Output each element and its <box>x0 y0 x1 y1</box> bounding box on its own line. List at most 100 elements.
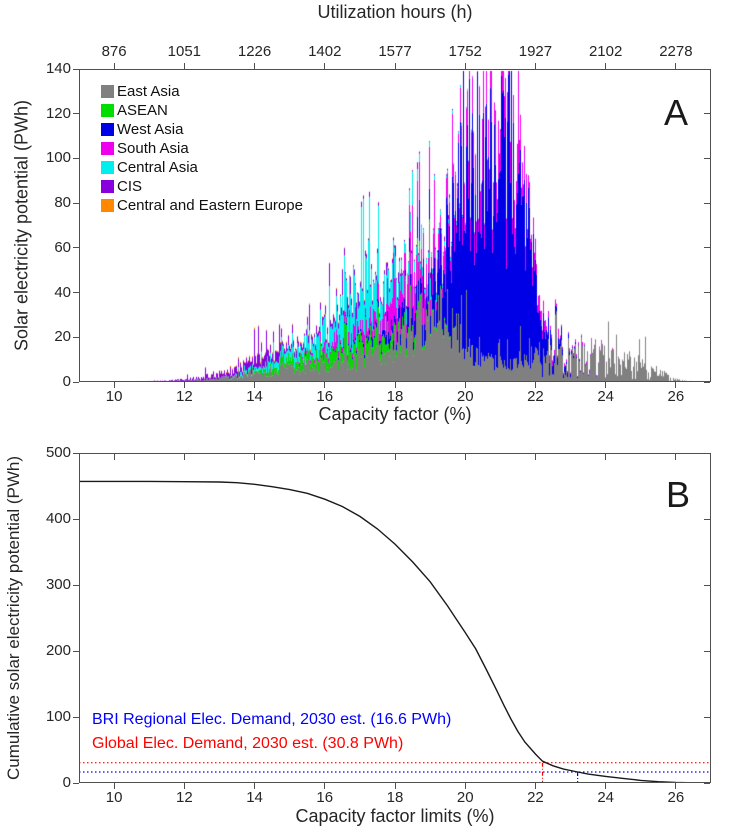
panel-b-curve-area <box>79 453 711 783</box>
legend-swatch-icon <box>101 122 114 136</box>
panel-a-top-tick <box>113 63 115 69</box>
legend-item: West Asia <box>101 120 303 138</box>
panel-b-x-tick-label: 12 <box>175 789 193 806</box>
panel-b-y-tick <box>73 584 79 586</box>
panel-a-top-tick-label: 1752 <box>448 43 482 60</box>
panel-a-y-tick-right <box>704 381 710 383</box>
panel-a-stacked-histogram <box>79 69 711 382</box>
panel-a-top-tick <box>254 63 256 69</box>
panel-b-top-tick <box>324 454 326 460</box>
panel-a-x-tick <box>534 382 536 388</box>
panel-b-x-tick <box>324 783 326 789</box>
panel-a-y-tick-label: 120 <box>45 104 71 122</box>
legend-swatch-icon <box>101 198 114 212</box>
cumulative-potential-curve <box>79 480 711 783</box>
panel-b-x-tick <box>464 783 466 789</box>
panel-a-x-tick-label: 18 <box>386 388 404 405</box>
panel-a-x-tick <box>254 382 256 388</box>
panel-a-top-tick <box>324 63 326 69</box>
legend-swatch-icon <box>101 141 114 155</box>
panel-b-top-tick <box>675 454 677 460</box>
panel-a-top-tick <box>183 63 185 69</box>
panel-b-x-tick-label: 14 <box>246 789 263 806</box>
legend-item-label: East Asia <box>117 82 180 100</box>
legend-item-label: West Asia <box>117 120 184 138</box>
legend-item: Central Asia <box>101 158 303 176</box>
panel-a-x-tick <box>675 382 677 388</box>
panel-a-x-tick-label: 22 <box>527 388 544 405</box>
panel-b-x-tick <box>394 783 396 789</box>
panel-b-x-tick <box>254 783 256 789</box>
panel-a-x-tick-label: 10 <box>105 388 123 405</box>
panel-b-top-tick <box>464 454 466 460</box>
panel-a-top-tick <box>605 63 607 69</box>
panel-a-y-tick <box>73 381 79 383</box>
panel-b-x-tick-label: 20 <box>456 789 474 806</box>
panel-a-y-tick <box>73 292 79 294</box>
panel-b-x-axis-title: Capacity factor limits (%) <box>295 806 495 826</box>
panel-b-y-tick-right <box>704 650 710 652</box>
panel-a-top-tick <box>675 63 677 69</box>
panel-a-x-tick-label: 26 <box>667 388 685 405</box>
legend-swatch-icon <box>101 179 114 193</box>
legend-item-label: ASEAN <box>117 101 168 119</box>
panel-a-top-tick-label: 876 <box>101 43 127 60</box>
panel-a-y-tick-label: 0 <box>62 373 71 390</box>
panel-a-x-tick <box>183 382 185 388</box>
panel-a-legend: East Asia ASEAN West Asia South Asia Central… <box>101 82 303 215</box>
panel-a-y-tick-right <box>704 247 710 249</box>
panel-a-y-tick-right <box>704 157 710 159</box>
panel-b-y-tick-label: 200 <box>45 642 71 659</box>
bri-demand-annotation: BRI Regional Elec. Demand, 2030 est. (16… <box>92 711 452 728</box>
panel-a-top-tick-label: 1577 <box>378 43 412 60</box>
panel-a-y-tick-label: 20 <box>54 328 71 346</box>
panel-b-x-tick <box>113 783 115 789</box>
panel-b-top-tick <box>605 454 607 460</box>
panel-a-x-tick <box>394 382 396 388</box>
panel-b-x-tick <box>605 783 607 789</box>
panel-a-x-tick-label: 12 <box>175 388 193 405</box>
panel-a-y-tick <box>73 202 79 204</box>
panel-a-y-tick-label: 40 <box>54 283 71 301</box>
panel-a-y-tick-right <box>704 68 710 70</box>
legend-item-label: South Asia <box>117 139 189 157</box>
panel-b-y-tick <box>73 716 79 718</box>
legend-swatch-icon <box>101 84 114 98</box>
legend-item: Central and Eastern Europe <box>101 196 303 214</box>
panel-b-y-axis-title: Cumulative solar electricity potential (… <box>4 455 23 781</box>
panel-a-x-tick <box>605 382 607 388</box>
panel-a-y-tick <box>73 113 79 115</box>
panel-b-y-tick-right <box>704 452 710 454</box>
legend-item: CIS <box>101 177 303 195</box>
panel-a-x-tick-label: 24 <box>597 388 614 405</box>
panel-a-y-tick-label: 140 <box>45 60 71 77</box>
panel-a-top-tick-label: 2278 <box>659 43 693 60</box>
panel-b-top-tick <box>113 454 115 460</box>
panel-b-x-tick-label: 22 <box>527 789 544 806</box>
panel-b-x-tick <box>183 783 185 789</box>
panel-a-y-tick-right <box>704 113 710 115</box>
panel-b-x-tick-label: 26 <box>667 789 685 806</box>
panel-a-x-axis-title: Capacity factor (%) <box>318 404 472 424</box>
panel-b-top-tick <box>183 454 185 460</box>
panel-a-y-tick-label: 100 <box>45 149 71 167</box>
panel-a-top-axis-title: Utilization hours (h) <box>317 2 473 22</box>
panel-a-letter: A <box>663 92 688 133</box>
panel-b-x-tick-label: 16 <box>316 789 334 806</box>
legend-swatch-icon <box>101 160 114 174</box>
panel-b-x-tick <box>534 783 536 789</box>
global-demand-annotation: Global Elec. Demand, 2030 est. (30.8 PWh… <box>92 735 404 752</box>
panel-b-y-tick <box>73 782 79 784</box>
panel-a-x-tick-label: 14 <box>246 388 263 405</box>
panel-b-x-tick-label: 18 <box>386 789 404 806</box>
panel-b-y-tick-label: 300 <box>45 576 71 593</box>
panel-b-y-tick-label: 100 <box>45 708 71 725</box>
panel-b-x-tick-label: 24 <box>597 789 614 806</box>
panel-a-top-tick-label: 1051 <box>167 43 202 60</box>
panel-a-y-tick-label: 80 <box>54 194 71 212</box>
panel-b-top-tick <box>394 454 396 460</box>
panel-b-y-tick-label: 500 <box>45 444 71 461</box>
panel-a-y-tick <box>73 247 79 249</box>
legend-item: South Asia <box>101 139 303 157</box>
legend-item-label: Central Asia <box>117 158 198 176</box>
